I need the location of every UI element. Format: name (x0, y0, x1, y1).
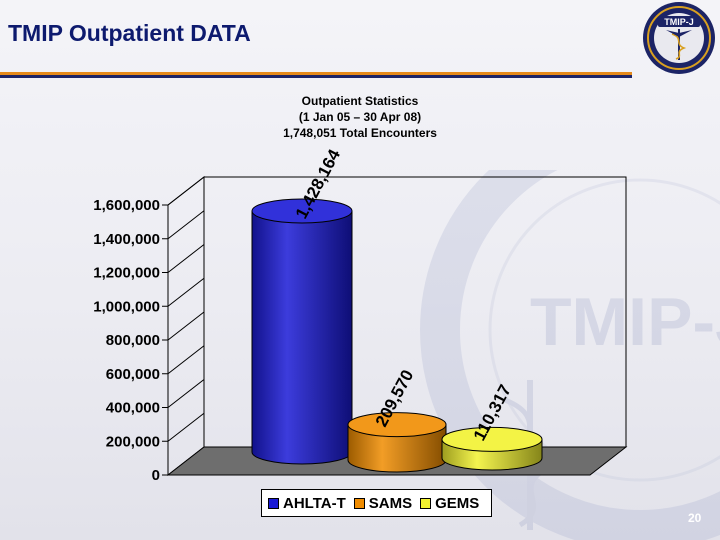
gridline-side (167, 176, 205, 206)
bar-top (441, 426, 543, 452)
y-tick-label: 800,000 (106, 332, 160, 349)
legend-swatch-sams (353, 497, 365, 509)
watermark-text: TMIP-J (530, 284, 720, 360)
legend-item-gems: GEMS (420, 495, 479, 512)
y-tick-label: 1,000,000 (93, 298, 160, 315)
y-tick-label: 400,000 (106, 400, 160, 417)
bar-body (251, 210, 353, 465)
tmip-watermark: TMIP-J (420, 170, 720, 540)
chart-title-line-2: (1 Jan 05 – 30 Apr 08) (298, 110, 422, 124)
bar-ahlta-t (251, 198, 353, 465)
y-tick-label: 200,000 (106, 433, 160, 450)
chart-legend: AHLTA-T SAMS GEMS (261, 489, 492, 517)
chart-title-line-1: Outpatient Statistics (301, 94, 419, 108)
gridline-side (167, 412, 205, 442)
legend-item-sams: SAMS (353, 494, 413, 512)
y-tick-label: 0 (152, 467, 160, 484)
gridline-side (167, 277, 205, 307)
gridline-side (167, 210, 205, 240)
legend-swatch-ahlta (268, 497, 279, 509)
legend-label-gems: GEMS (435, 494, 480, 512)
bar-top (347, 412, 447, 438)
page-number: 20 (688, 511, 702, 525)
bar-body (347, 424, 447, 473)
legend-label-ahlta: AHLTA-T (283, 494, 346, 512)
y-tick-label: 1,200,000 (93, 265, 160, 282)
gridline-side (167, 345, 205, 375)
y-tick-label: 600,000 (106, 366, 160, 383)
bar-gems (441, 426, 543, 471)
title-rule-navy (0, 75, 632, 78)
gridline-side (167, 379, 205, 408)
legend-item-ahlta: AHLTA-T (268, 495, 346, 512)
tmip-seal-logo: TMIP-J (643, 2, 715, 74)
bar-top (251, 198, 353, 224)
legend-label-sams: SAMS (368, 494, 413, 512)
title-rule-orange (0, 72, 632, 75)
legend-swatch-gems (420, 497, 432, 509)
gridline-side (167, 244, 205, 273)
y-tick-label: 1,600,000 (93, 197, 160, 214)
chart-title-line-3: 1,748,051 Total Encounters (283, 126, 437, 140)
y-tick-label: 1,400,000 (93, 231, 160, 248)
bar-sams (347, 412, 447, 473)
gridline-side (167, 311, 205, 341)
slide-title: TMIP Outpatient DATA (8, 20, 251, 46)
chart-title: Outpatient Statistics (1 Jan 05 – 30 Apr… (200, 93, 520, 141)
logo-text: TMIP-J (664, 17, 694, 27)
